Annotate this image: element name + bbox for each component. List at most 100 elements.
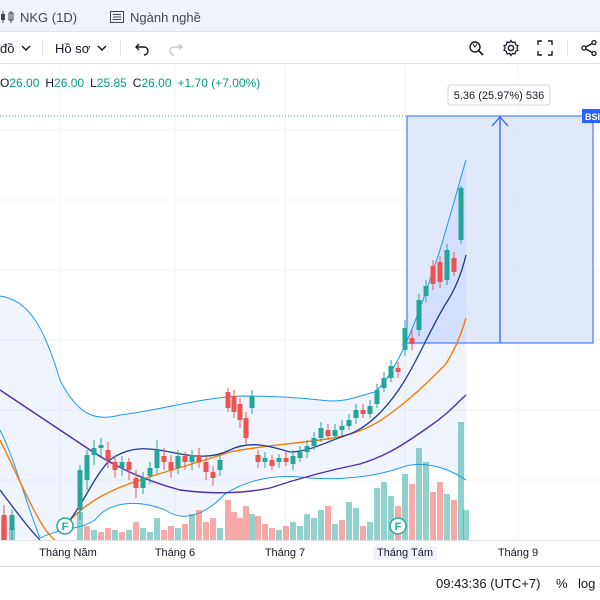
candle-body	[126, 462, 132, 470]
volume-bar	[112, 530, 118, 540]
volume-bar	[98, 532, 104, 540]
volume-bar	[126, 530, 132, 540]
redo-button[interactable]	[165, 37, 187, 59]
volume-bars	[1, 422, 469, 540]
close-value: 26.00	[141, 76, 172, 90]
volume-bar	[154, 518, 160, 540]
volume-bar	[437, 482, 443, 540]
candle-body	[458, 188, 464, 240]
ma-purple	[0, 389, 467, 494]
candle-body	[217, 460, 223, 470]
volume-bar	[77, 512, 83, 540]
volume-bar	[463, 510, 469, 540]
volume-bar	[255, 516, 261, 540]
volume-bar	[203, 522, 209, 540]
gear-icon	[503, 39, 519, 57]
volume-bar	[444, 494, 450, 540]
candle-body	[161, 456, 167, 462]
volume-bar	[402, 474, 408, 540]
volume-bar	[119, 532, 125, 540]
candle-body	[339, 426, 345, 430]
bollinger-bands	[0, 159, 467, 540]
candle-body	[395, 368, 401, 372]
volume-bar	[409, 484, 415, 540]
volume-bar	[360, 526, 366, 540]
percent-toggle[interactable]: %	[556, 576, 568, 591]
candle-body	[297, 452, 303, 458]
candle-body	[112, 462, 118, 470]
candlestick-icon	[1, 11, 14, 23]
candle-body	[283, 458, 289, 462]
candle-body	[360, 410, 366, 414]
price-tag-label: BSI	[585, 112, 600, 122]
volume-bar	[237, 518, 243, 540]
volume-bar	[423, 462, 429, 540]
volume-bar	[353, 508, 359, 540]
open-value: 26.00	[9, 76, 40, 90]
volume-bar	[249, 514, 255, 540]
quick-search-button[interactable]	[465, 37, 487, 59]
volume-bar	[388, 496, 394, 540]
candle-body	[84, 455, 90, 480]
low-label: L	[90, 76, 97, 90]
ma-blue	[0, 254, 467, 540]
candle-body	[423, 286, 429, 296]
volume-bar	[325, 506, 331, 540]
tab-symbol[interactable]: NKG (1D)	[0, 7, 77, 27]
tab-symbol-label: NKG (1D)	[20, 9, 78, 25]
chart-type-dropdown[interactable]: đồ	[0, 38, 32, 58]
volume-bar	[290, 522, 296, 540]
volume-bar	[84, 526, 90, 540]
tab-industry[interactable]: Ngành nghề	[110, 7, 201, 27]
candle-body	[9, 515, 15, 530]
candle-body	[249, 396, 255, 408]
undo-icon	[135, 43, 149, 56]
candle-body	[168, 462, 174, 470]
volume-bar	[339, 520, 345, 540]
candle-body	[262, 458, 268, 462]
candle-body	[451, 258, 457, 272]
undo-button[interactable]	[131, 37, 153, 59]
volume-bar	[346, 502, 352, 540]
volume-bar	[196, 510, 202, 540]
candle-body	[91, 448, 97, 455]
profile-dropdown[interactable]: Hồ sơ	[55, 38, 108, 58]
candle-body	[154, 450, 160, 468]
measure-arrow-head	[491, 116, 509, 127]
fullscreen-button[interactable]	[534, 37, 556, 59]
candle-body	[98, 445, 104, 448]
tab-bar: NKG (1D) Ngành nghề	[0, 0, 600, 32]
candle-body	[367, 406, 373, 414]
log-toggle[interactable]: log	[578, 576, 596, 591]
ohlc-legend: O 26.00 H 26.00 L 25.85 C 26.00 +1.70 (+…	[0, 76, 266, 90]
toolbar-divider	[120, 40, 121, 56]
search-sparkle-icon	[469, 41, 484, 56]
time-axis[interactable]: Tháng Năm Tháng 6 Tháng 7 Tháng Tám Thán…	[0, 540, 600, 566]
volume-bar	[189, 514, 195, 540]
candle-body	[77, 470, 83, 510]
fullscreen-icon	[537, 40, 553, 56]
price-chart[interactable]: F F 5.36 (25.97%) 536 BSI	[0, 65, 600, 540]
candle-body	[225, 392, 231, 408]
change-value: +1.70 (+7.00%)	[177, 76, 261, 90]
candle-body	[237, 404, 243, 420]
high-label: H	[45, 76, 55, 90]
volume-bar	[276, 530, 282, 540]
measure-label: 5.36 (25.97%) 536	[447, 84, 551, 106]
low-value: 25.85	[96, 76, 127, 90]
toolbar-divider	[42, 40, 43, 56]
candle-body	[374, 390, 380, 404]
high-value: 26.00	[54, 76, 85, 90]
event-marker[interactable]: F	[389, 517, 407, 535]
candle-body	[353, 410, 359, 418]
candle-body	[381, 378, 387, 388]
volume-bar	[304, 514, 310, 540]
candle-body	[444, 250, 450, 280]
candle-body	[210, 472, 216, 478]
volume-bar	[175, 528, 181, 540]
settings-button[interactable]	[500, 37, 522, 59]
candle-body	[175, 456, 181, 468]
share-button[interactable]	[578, 37, 600, 59]
candle-body	[346, 420, 352, 426]
event-marker[interactable]: F	[56, 517, 74, 535]
